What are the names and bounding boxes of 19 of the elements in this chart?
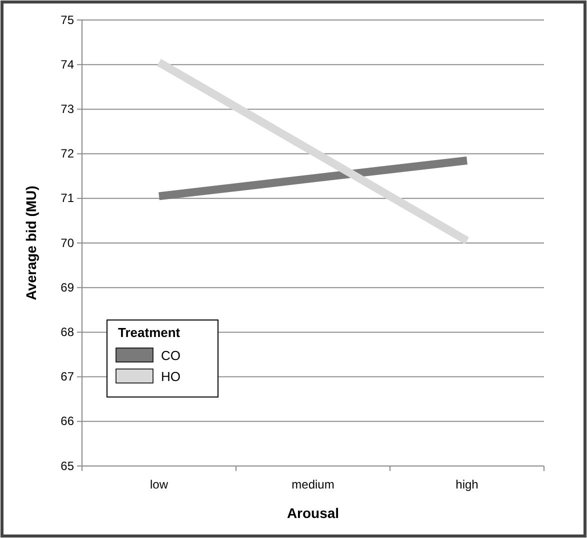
y-tick-label: 74 xyxy=(60,57,74,72)
y-tick-label: 72 xyxy=(60,146,74,161)
y-tick-label: 75 xyxy=(60,12,74,27)
x-tick-label: low xyxy=(150,478,168,492)
x-axis-title: Arousal xyxy=(286,505,340,521)
y-tick-label: 66 xyxy=(60,414,74,428)
y-tick-label: 70 xyxy=(60,236,74,250)
legend-label: CO xyxy=(161,348,180,363)
y-tick-label: 73 xyxy=(60,102,74,116)
legend-label: HO xyxy=(161,369,180,384)
y-tick-label: 69 xyxy=(60,280,74,294)
x-tick-label: medium xyxy=(292,478,334,492)
x-tick-label: high xyxy=(456,478,478,492)
legend-title: Treatment xyxy=(118,325,181,340)
y-tick-label: 68 xyxy=(60,325,74,340)
y-tick-label: 71 xyxy=(60,191,74,206)
y-tick-label: 67 xyxy=(60,370,74,384)
y-axis-title: Average bid (MU) xyxy=(23,186,39,300)
y-tick-label: 65 xyxy=(60,458,74,473)
